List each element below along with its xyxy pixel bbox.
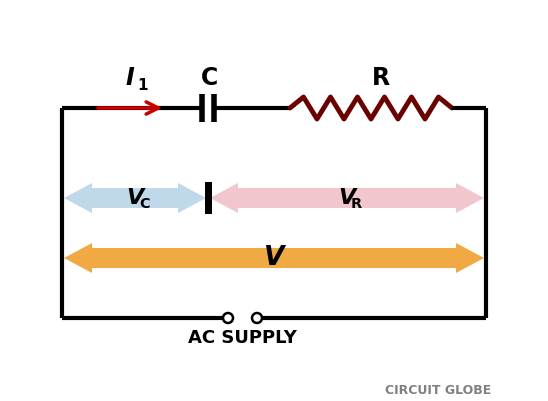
Text: R: R xyxy=(372,66,390,90)
Polygon shape xyxy=(210,183,484,213)
Text: AC SUPPLY: AC SUPPLY xyxy=(188,329,297,347)
Text: V: V xyxy=(338,188,356,208)
Text: I: I xyxy=(125,66,134,90)
Text: R: R xyxy=(351,197,362,211)
Text: C: C xyxy=(139,197,150,211)
Polygon shape xyxy=(64,183,206,213)
Text: V: V xyxy=(127,188,144,208)
FancyBboxPatch shape xyxy=(204,182,212,214)
Text: V: V xyxy=(264,245,284,271)
Text: 1: 1 xyxy=(138,77,149,93)
Text: CIRCUIT GLOBE: CIRCUIT GLOBE xyxy=(385,385,491,397)
Polygon shape xyxy=(64,243,484,273)
Text: C: C xyxy=(201,66,219,90)
